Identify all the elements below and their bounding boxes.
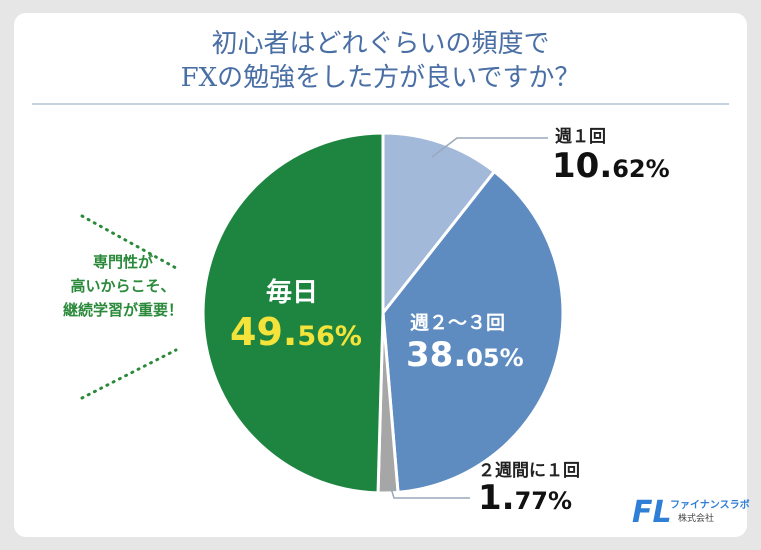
value-daily-dec: 56% (297, 321, 362, 352)
value-weekly-int: 10. (552, 146, 613, 186)
title-line-1: 初心者はどれぐらいの頻度で (211, 29, 550, 59)
label-2-3-weekly-text: 週２〜３回 (410, 312, 506, 334)
label-weekly: 週１回 (555, 122, 606, 147)
annotation-line-2: 高いからこそ、 (70, 277, 176, 295)
logo-company: 株式会社 (678, 514, 715, 524)
value-daily: 49.56% (230, 310, 362, 354)
annotation-text: 専門性が 高いからこそ、 継続学習が重要！ (48, 250, 198, 322)
leader-line-weekly (431, 137, 548, 158)
value-2-3-weekly: 38.05% (406, 335, 524, 375)
value-daily-int: 49. (230, 310, 298, 354)
value-weekly-dec: 62% (612, 155, 670, 183)
label-daily: 毎日 (266, 272, 318, 309)
leader-line-biweekly (389, 484, 470, 499)
annotation-line-1: 専門性が (92, 253, 153, 271)
logo-mark-text: FL (632, 495, 672, 530)
label-2-3-weekly: 週２〜３回 (410, 308, 505, 335)
value-biweekly-dec: 77% (514, 487, 573, 515)
label-weekly-text: 週１回 (555, 127, 606, 147)
value-2-3-weekly-int: 38. (406, 335, 467, 375)
title-divider (32, 103, 729, 105)
logo-brand-name: ファイナンスラボ (670, 500, 750, 511)
brand-logo: FL ファイナンスラボ 株式会社 (630, 490, 750, 530)
annotation-line-3: 継続学習が重要！ (62, 301, 183, 319)
dotted-line-lower (80, 348, 178, 400)
value-biweekly: 1.77% (478, 478, 572, 518)
slice-2-3-weekly (381, 170, 565, 494)
label-biweekly: ２週間に１回 (478, 456, 580, 481)
label-daily-text: 毎日 (266, 278, 319, 308)
label-biweekly-text: ２週間に１回 (478, 461, 580, 481)
chart-title: 初心者はどれぐらいの頻度で FXの勉強をした方が良いですか？ (14, 27, 747, 95)
dotted-line-upper (80, 214, 178, 270)
slice-weekly (381, 131, 496, 315)
slice-daily (201, 131, 385, 495)
value-weekly: 10.62% (552, 146, 670, 186)
logo-mark-icon: FL (632, 495, 672, 530)
title-line-2: FXの勉強をした方が良いですか？ (180, 63, 581, 93)
value-biweekly-int: 1. (478, 478, 515, 518)
value-2-3-weekly-dec: 05% (466, 344, 524, 372)
